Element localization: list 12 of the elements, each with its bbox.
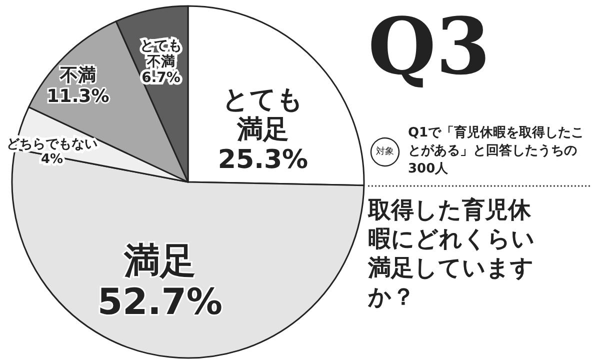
text: 対象 — [376, 146, 394, 157]
slice-label: とても不満 — [140, 38, 182, 70]
chart-title: Q3 — [368, 2, 490, 92]
text: 取得した育児休暇にどれくらい満足していますか？ — [367, 196, 535, 310]
text: Q1で「育児休暇を取得したことがある」と回答したうちの300人 — [408, 124, 584, 176]
slice-label: 満足 — [123, 240, 196, 282]
slice-label: 不満 — [59, 65, 96, 86]
data-label: 11.3% — [46, 86, 110, 107]
data-label: 6.7% — [142, 70, 180, 86]
data-label: 25.3% — [218, 144, 308, 175]
data-label: 52.7% — [98, 282, 222, 324]
slice-label: とても満足 — [222, 85, 304, 145]
